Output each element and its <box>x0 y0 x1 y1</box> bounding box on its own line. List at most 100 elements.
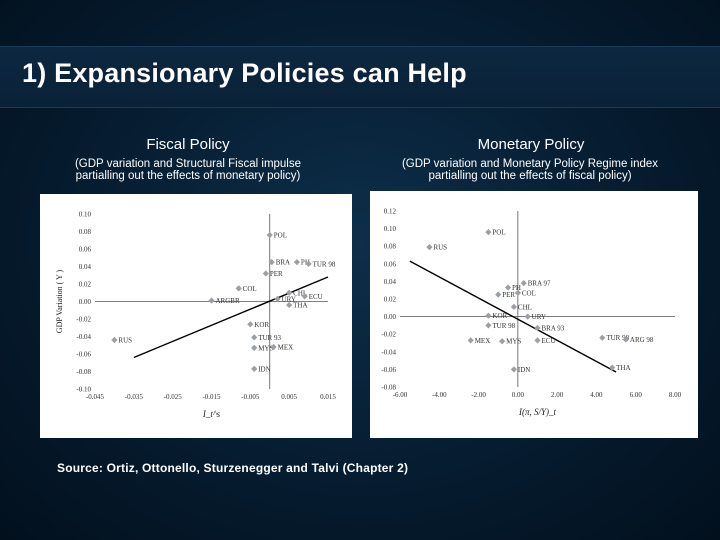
data-point <box>235 285 242 292</box>
point-label: PH <box>512 284 521 292</box>
y-tick-label: 0.10 <box>79 211 92 219</box>
y-tick-label: -0.10 <box>76 386 91 394</box>
monetary-policy-subtitle: (GDP variation and Monetary Policy Regim… <box>370 158 690 182</box>
point-label: RUS <box>433 244 447 252</box>
y-tick-label: 0.00 <box>384 313 397 321</box>
x-tick-label: 4.00 <box>590 391 603 399</box>
source-note: Source: Ortiz, Ottonello, Sturzenegger a… <box>57 461 409 475</box>
x-tick-label: -0.025 <box>164 393 183 401</box>
data-point <box>609 364 616 371</box>
data-point <box>270 343 277 351</box>
point-label: COL <box>243 285 257 293</box>
point-label: BRA 93 <box>542 325 565 333</box>
y-tick-label: -0.08 <box>381 384 396 392</box>
regression-line <box>133 276 329 359</box>
y-tick-label: 0.06 <box>79 246 92 254</box>
y-tick-label: -0.02 <box>381 331 396 339</box>
data-point <box>247 321 254 328</box>
point-label: KOR <box>254 321 269 329</box>
y-tick-label: -0.02 <box>76 316 91 324</box>
x-tick-label: -0.035 <box>125 393 144 401</box>
y-tick-label: 0.00 <box>79 298 92 306</box>
y-tick-label: 0.02 <box>384 296 397 304</box>
data-point <box>510 303 518 311</box>
point-label: IDN <box>518 366 530 374</box>
y-tick-label: 0.08 <box>79 228 92 236</box>
y-axis-title: GDP Variation ( Y ) <box>55 269 64 333</box>
y-tick-label: 0.12 <box>384 208 397 216</box>
data-point <box>208 297 215 304</box>
data-point <box>514 289 521 296</box>
point-label: POL <box>492 229 505 237</box>
monetary-subtitle-line1: (GDP variation and Monetary Policy Regim… <box>401 158 659 170</box>
point-label: ECU <box>309 293 323 301</box>
data-point <box>262 270 269 277</box>
data-point <box>293 259 301 266</box>
y-tick-label: 0.04 <box>79 263 92 271</box>
y-tick-label: -0.08 <box>76 368 91 376</box>
data-point <box>111 336 118 344</box>
point-label: MEX <box>278 344 294 352</box>
x-tick-label: -0.045 <box>86 393 105 401</box>
fiscal-chart: 0.10 0.08 0.06 0.04 0.02 0.00 -0.02 -0.04 -0.06 -… <box>40 194 352 438</box>
point-label: MYS <box>258 344 273 352</box>
y-tick-label: 0.08 <box>384 243 397 251</box>
y-tick-label: -0.06 <box>381 366 396 374</box>
fiscal-scatter-plot: 0.10 0.08 0.06 0.04 0.02 0.00 -0.02 -0.04 -0.06 -… <box>55 211 336 420</box>
point-label: PH <box>301 259 310 267</box>
point-label: MEX <box>475 337 491 345</box>
point-label: THA <box>616 364 630 372</box>
y-tick-label: -0.04 <box>76 333 91 341</box>
point-label: THA <box>293 302 307 310</box>
fiscal-policy-heading: Fiscal Policy <box>146 136 230 153</box>
point-label: IDN <box>258 365 270 373</box>
point-label: CHL <box>518 303 532 311</box>
point-label: URY <box>282 295 296 303</box>
y-tick-label: 0.06 <box>384 260 397 268</box>
point-label: PER <box>502 291 515 299</box>
data-point <box>251 334 258 341</box>
point-label: PER <box>270 270 283 278</box>
point-label: RUS <box>118 337 132 345</box>
monetary-chart: 0.12 0.10 0.08 0.06 0.04 0.02 0.00 -0.02 -0.04 -0… <box>370 191 698 438</box>
point-label: KOR <box>492 312 507 320</box>
data-point <box>524 313 531 320</box>
point-label: TUR 98 <box>606 334 629 342</box>
data-point <box>485 312 492 319</box>
data-point <box>251 365 258 372</box>
data-point <box>485 229 492 236</box>
slide-title: 1) Expansionary Policies can Help <box>22 58 467 88</box>
data-point <box>467 337 474 344</box>
point-label: TUR 98 <box>313 260 336 268</box>
fiscal-policy-subtitle: (GDP variation and Structural Fiscal imp… <box>28 158 348 182</box>
data-point <box>495 291 502 298</box>
point-label: ARG 98 <box>630 336 654 344</box>
x-tick-label: 8.00 <box>669 391 682 399</box>
monetary-subtitle-line2: partialling out the effects of fiscal po… <box>428 170 632 182</box>
data-point <box>274 295 281 302</box>
point-label: TUR 98 <box>492 322 515 330</box>
x-tick-label: -2.00 <box>471 391 486 399</box>
point-label: ARGBR <box>216 297 240 305</box>
point-label: COL <box>522 289 536 297</box>
x-tick-label: 0.00 <box>512 391 525 399</box>
x-tick-label: -0.015 <box>202 393 221 401</box>
x-tick-label: 2.00 <box>551 391 564 399</box>
x-tick-label: -6.00 <box>393 391 408 399</box>
y-tick-label: -0.06 <box>76 351 91 359</box>
x-axis-title: I_t^s <box>202 409 221 419</box>
data-point <box>510 366 518 373</box>
point-label: BRA 97 <box>528 280 551 288</box>
x-tick-label: 0.005 <box>281 393 297 401</box>
point-label: ECU <box>542 337 556 345</box>
data-point <box>599 334 606 341</box>
point-label: TUR 93 <box>258 334 281 342</box>
point-label: URY <box>532 313 546 321</box>
x-tick-label: -0.005 <box>241 393 260 401</box>
x-tick-label: -4.00 <box>432 391 447 399</box>
point-label: BRA <box>276 259 290 267</box>
data-point <box>266 231 273 239</box>
fiscal-subtitle-line1: (GDP variation and Structural Fiscal imp… <box>74 158 302 170</box>
y-tick-label: 0.02 <box>79 281 92 289</box>
monetary-policy-heading: Monetary Policy <box>477 136 585 153</box>
